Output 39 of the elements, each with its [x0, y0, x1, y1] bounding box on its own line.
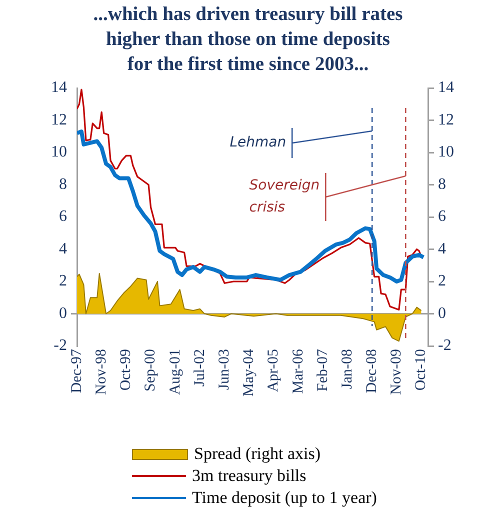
x-tick-label: Jul-02: [192, 349, 208, 386]
legend-label: Time deposit (up to 1 year): [192, 487, 377, 509]
y-tick-label: 4: [59, 240, 67, 258]
y2-tick-label: 8: [438, 176, 446, 193]
chart-title: ...which has driven treasury bill rates higher than those on time deposits for the first time since 2003...: [93, 3, 403, 77]
x-tick-label: Dec-97: [68, 348, 85, 394]
legend-label: 3m treasury bills: [192, 465, 306, 487]
x-tick-label: Jan-08: [339, 349, 356, 389]
y2-tick-label: 0: [438, 304, 446, 322]
y2-tick-label: 12: [438, 111, 454, 128]
y2-tick-label: 10: [438, 144, 454, 161]
x-tick-label: May-04: [241, 348, 258, 396]
y-tick-label: 6: [59, 208, 67, 226]
y-tick-label: 2: [59, 272, 67, 290]
x-tick-label: Nov-98: [94, 349, 110, 395]
y2-tick-label: 2: [438, 272, 446, 290]
y-tick-label: 14: [51, 79, 67, 96]
y-tick-label: 10: [51, 144, 67, 161]
x-tick-label: Sep-00: [142, 349, 159, 392]
y-tick-label: 12: [51, 111, 67, 128]
y-tick-label: 0: [59, 304, 67, 322]
x-tick-label: Oct-99: [118, 349, 134, 391]
ref-line-label: Sovereign crisis: [249, 178, 320, 216]
legend-label: Spread (right axis): [194, 443, 321, 465]
x-tick-label: Dec-08: [364, 349, 380, 394]
x-tick-label: Oct-10: [413, 349, 430, 391]
ref-line-label: Lehman: [230, 134, 286, 151]
y2-tick-label: 14: [438, 79, 454, 96]
x-tick-label: Feb-07: [314, 348, 331, 392]
y2-tick-label: -2: [438, 337, 452, 354]
y2-tick-label: 6: [438, 208, 446, 226]
x-tick-label: Nov-09: [388, 349, 405, 395]
x-tick-label: Jun-03: [216, 349, 232, 390]
y-tick-label: -2: [54, 337, 67, 354]
y2-tick-label: 4: [438, 240, 446, 258]
y-tick-label: 8: [59, 176, 67, 193]
x-tick-label: Aug-01: [167, 349, 184, 395]
x-tick-label: Apr-05: [266, 349, 282, 392]
x-tick-label: Mar-06: [290, 348, 306, 394]
